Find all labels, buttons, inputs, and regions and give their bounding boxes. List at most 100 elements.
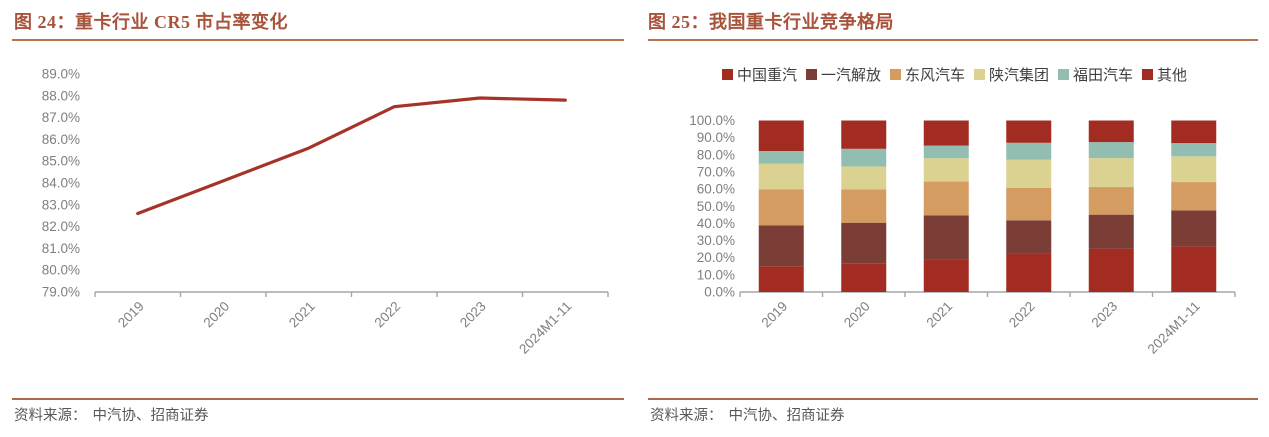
legend-swatch-icon xyxy=(974,69,985,80)
source-label: 资料来源： xyxy=(650,408,723,424)
cr5-line-chart: 89.0% 88.0% 87.0% 86.0% 85.0% 84.0% 83.0% 82.0%… xyxy=(42,67,609,357)
figure-24-title: 图 24：重卡行业 CR5 市占率变化 xyxy=(14,12,288,32)
bar-segment-东风汽车 xyxy=(923,181,969,216)
bar-segment-其他 xyxy=(758,120,804,152)
bar-segment-陕汽集团 xyxy=(1088,158,1134,188)
figure-24-panel: 图 24：重卡行业 CR5 市占率变化 89.0% 88.0% 87.0% 86.0%… xyxy=(12,12,624,425)
competition-stacked-bar-chart: 100.0% 90.0% 80.0% 70.0% 60.0% 50.0% 40.0% 30.0… xyxy=(689,113,1236,357)
figure-25-footer-rule xyxy=(648,398,1258,400)
figure-25-title: 图 25：我国重卡行业竞争格局 xyxy=(648,12,894,32)
y-axis-tick-label: 88.0% xyxy=(42,88,80,103)
bar-segment-中国重汽 xyxy=(1171,246,1217,292)
y-axis-tick-label: 60.0% xyxy=(697,182,735,197)
legend-item: 东风汽车 xyxy=(889,64,965,85)
y-axis-tick-label: 81.0% xyxy=(42,241,80,256)
legend-label: 福田汽车 xyxy=(1073,67,1134,84)
bar-segment-其他 xyxy=(841,120,887,149)
legend-label: 一汽解放 xyxy=(820,67,881,84)
bar-segment-陕汽集团 xyxy=(923,158,969,182)
x-axis-tick-label: 2023 xyxy=(1089,299,1121,331)
bar-segment-中国重汽 xyxy=(1088,248,1134,292)
legend-item: 陕汽集团 xyxy=(974,64,1049,85)
y-axis-tick-label: 82.0% xyxy=(42,219,80,234)
bar-segment-其他 xyxy=(1088,120,1134,143)
bar-segment-东风汽车 xyxy=(1006,187,1052,221)
x-axis-tick-label: 2024M1-11 xyxy=(516,299,574,357)
bar-segment-其他 xyxy=(1006,120,1052,143)
bar-segment-中国重汽 xyxy=(841,263,887,292)
bar-segment-福田汽车 xyxy=(923,145,969,159)
legend-item: 福田汽车 xyxy=(1058,64,1133,85)
x-axis-tick-label: 2020 xyxy=(201,299,233,331)
bar-segment-一汽解放 xyxy=(1171,210,1217,247)
cr5-series-line xyxy=(136,96,567,216)
bar-segment-其他 xyxy=(923,120,969,146)
bar-segment-一汽解放 xyxy=(923,215,969,260)
bar-segment-一汽解放 xyxy=(1006,220,1052,254)
bar-segment-一汽解放 xyxy=(841,222,887,264)
bar-segment-福田汽车 xyxy=(1171,143,1217,157)
x-axis-tick-label: 2021 xyxy=(924,299,956,331)
x-axis-tick-label: 2022 xyxy=(1006,299,1038,331)
legend-label: 陕汽集团 xyxy=(989,67,1050,84)
bar-segment-一汽解放 xyxy=(758,225,804,267)
legend-swatch-icon xyxy=(1142,69,1154,80)
y-axis-tick-label: 85.0% xyxy=(42,154,80,169)
y-axis-tick-label: 40.0% xyxy=(697,216,735,231)
y-axis-tick-label: 100.0% xyxy=(689,113,735,128)
legend-swatch-icon xyxy=(1058,69,1070,80)
x-axis-tick-label: 2020 xyxy=(841,299,873,331)
bar-segment-福田汽车 xyxy=(1006,142,1052,160)
source-label: 资料来源： xyxy=(14,408,87,424)
figure-25-panel: 图 25：我国重卡行业竞争格局 中国重汽 一汽解放 东风汽车 陕汽集团 福田汽车 其他 1… xyxy=(640,0,1269,437)
x-axis-tick-label: 2024M1-11 xyxy=(1145,299,1203,357)
legend-item: 一汽解放 xyxy=(805,64,881,85)
source-value: 中汽协、招商证券 xyxy=(92,408,209,424)
bar-segment-中国重汽 xyxy=(758,266,804,292)
x-axis-tick-label: 2019 xyxy=(759,299,791,331)
bar-chart-legend: 中国重汽 一汽解放 东风汽车 陕汽集团 福田汽车 其他 xyxy=(640,64,1269,85)
bar-segment-陕汽集团 xyxy=(841,166,887,190)
bar-segment-福田汽车 xyxy=(841,148,887,167)
bar-segment-中国重汽 xyxy=(1006,253,1052,292)
bar-segment-中国重汽 xyxy=(923,259,969,292)
bar-segment-福田汽车 xyxy=(758,151,804,164)
bar-segment-东风汽车 xyxy=(1171,182,1217,211)
y-axis-tick-label: 89.0% xyxy=(42,67,80,82)
bar-segment-陕汽集团 xyxy=(758,163,804,190)
bar-segment-其他 xyxy=(1171,120,1217,144)
y-axis-tick-label: 79.0% xyxy=(42,285,80,300)
y-axis-tick-label: 30.0% xyxy=(697,233,735,248)
y-axis-tick-label: 80.0% xyxy=(697,147,735,162)
x-axis-tick-label: 2019 xyxy=(115,299,147,331)
figure-25-source-note: 资料来源： 中汽协、招商证券 xyxy=(650,404,845,425)
source-value: 中汽协、招商证券 xyxy=(728,408,845,424)
y-axis-tick-label: 50.0% xyxy=(697,199,735,214)
legend-swatch-icon xyxy=(721,69,733,80)
legend-swatch-icon xyxy=(889,69,901,80)
bar-segment-陕汽集团 xyxy=(1171,156,1217,183)
legend-item: 中国重汽 xyxy=(721,64,797,85)
y-axis-tick-label: 70.0% xyxy=(697,164,735,179)
figure-24-source-note: 资料来源： 中汽协、招商证券 xyxy=(14,404,209,425)
figure-25-title-underline xyxy=(648,39,1258,41)
bar-segment-东风汽车 xyxy=(1088,187,1134,215)
y-axis-tick-label: 0.0% xyxy=(704,285,735,300)
y-axis-tick-label: 10.0% xyxy=(697,267,735,282)
x-axis-tick-label: 2023 xyxy=(457,299,489,331)
y-axis-tick-label: 84.0% xyxy=(42,176,80,191)
bar-segment-东风汽车 xyxy=(758,189,804,226)
y-axis-tick-label: 90.0% xyxy=(697,130,735,145)
y-axis-tick-label: 86.0% xyxy=(42,132,80,147)
y-axis-tick-label: 83.0% xyxy=(42,197,80,212)
legend-label: 中国重汽 xyxy=(736,67,797,84)
bar-segment-一汽解放 xyxy=(1088,214,1134,249)
legend-label: 其他 xyxy=(1157,67,1188,84)
legend-item: 其他 xyxy=(1142,64,1187,85)
legend-swatch-icon xyxy=(805,69,817,80)
x-axis-tick-label: 2022 xyxy=(372,299,404,331)
y-axis-tick-label: 87.0% xyxy=(42,110,80,125)
bar-segment-东风汽车 xyxy=(841,189,887,223)
x-axis-tick-label: 2021 xyxy=(286,299,318,331)
